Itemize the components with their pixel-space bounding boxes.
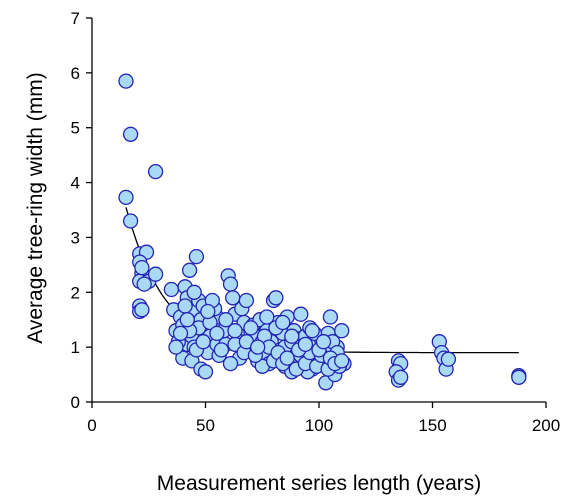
data-point	[195, 334, 211, 350]
data-point	[222, 276, 239, 292]
x-tick-label: 150	[418, 416, 446, 435]
data-point	[511, 369, 527, 385]
y-tick-label: 4	[71, 174, 80, 193]
data-point	[118, 73, 134, 89]
data-point	[440, 351, 457, 367]
x-tick-label: 0	[87, 416, 96, 435]
data-point	[136, 276, 152, 292]
data-point	[293, 306, 309, 322]
data-point	[268, 290, 284, 306]
y-tick-label: 5	[71, 119, 80, 138]
data-point	[172, 325, 189, 342]
data-point	[213, 342, 230, 358]
data-point	[218, 312, 234, 328]
y-tick-label: 7	[71, 9, 80, 28]
data-point	[284, 328, 300, 344]
y-tick-label: 2	[71, 283, 80, 302]
x-tick-label: 50	[196, 416, 215, 435]
y-axis-title: Average tree-ring width (mm)	[24, 72, 47, 344]
x-tick-label: 100	[305, 416, 333, 435]
x-tick-label: 200	[532, 416, 560, 435]
x-axis-title: Measurement series length (years)	[157, 472, 481, 495]
data-point	[209, 325, 225, 342]
data-point	[393, 369, 409, 385]
data-point	[134, 302, 150, 318]
data-point	[259, 309, 275, 325]
data-point	[179, 312, 195, 328]
data-point	[222, 355, 239, 372]
y-tick-label: 1	[71, 338, 80, 357]
data-point	[200, 303, 216, 320]
data-point	[147, 266, 164, 282]
data-point	[186, 284, 202, 300]
data-point	[197, 364, 214, 380]
data-point	[168, 339, 184, 355]
y-tick-label: 6	[71, 64, 80, 83]
data-point	[334, 323, 350, 339]
data-point	[297, 336, 314, 353]
data-point	[188, 248, 205, 265]
data-point	[238, 292, 255, 309]
axes: 0 1 2 3 4 5 6 7 0 50 100 150 200	[71, 9, 561, 435]
y-tick-label: 3	[71, 228, 80, 247]
data-point	[147, 163, 164, 180]
data-point	[163, 281, 180, 298]
data-point	[250, 339, 266, 355]
data-point	[227, 323, 243, 339]
data-point	[322, 309, 339, 325]
data-point	[177, 298, 193, 314]
data-points	[118, 73, 527, 391]
data-point	[334, 353, 350, 369]
data-point	[118, 189, 134, 206]
data-point	[315, 334, 332, 350]
data-point	[122, 213, 139, 229]
data-point	[304, 323, 320, 339]
y-tick-label: 0	[71, 393, 80, 412]
data-point	[181, 262, 198, 278]
data-point	[134, 259, 150, 276]
data-point	[122, 126, 139, 142]
data-point	[275, 314, 291, 331]
data-point	[243, 320, 259, 336]
